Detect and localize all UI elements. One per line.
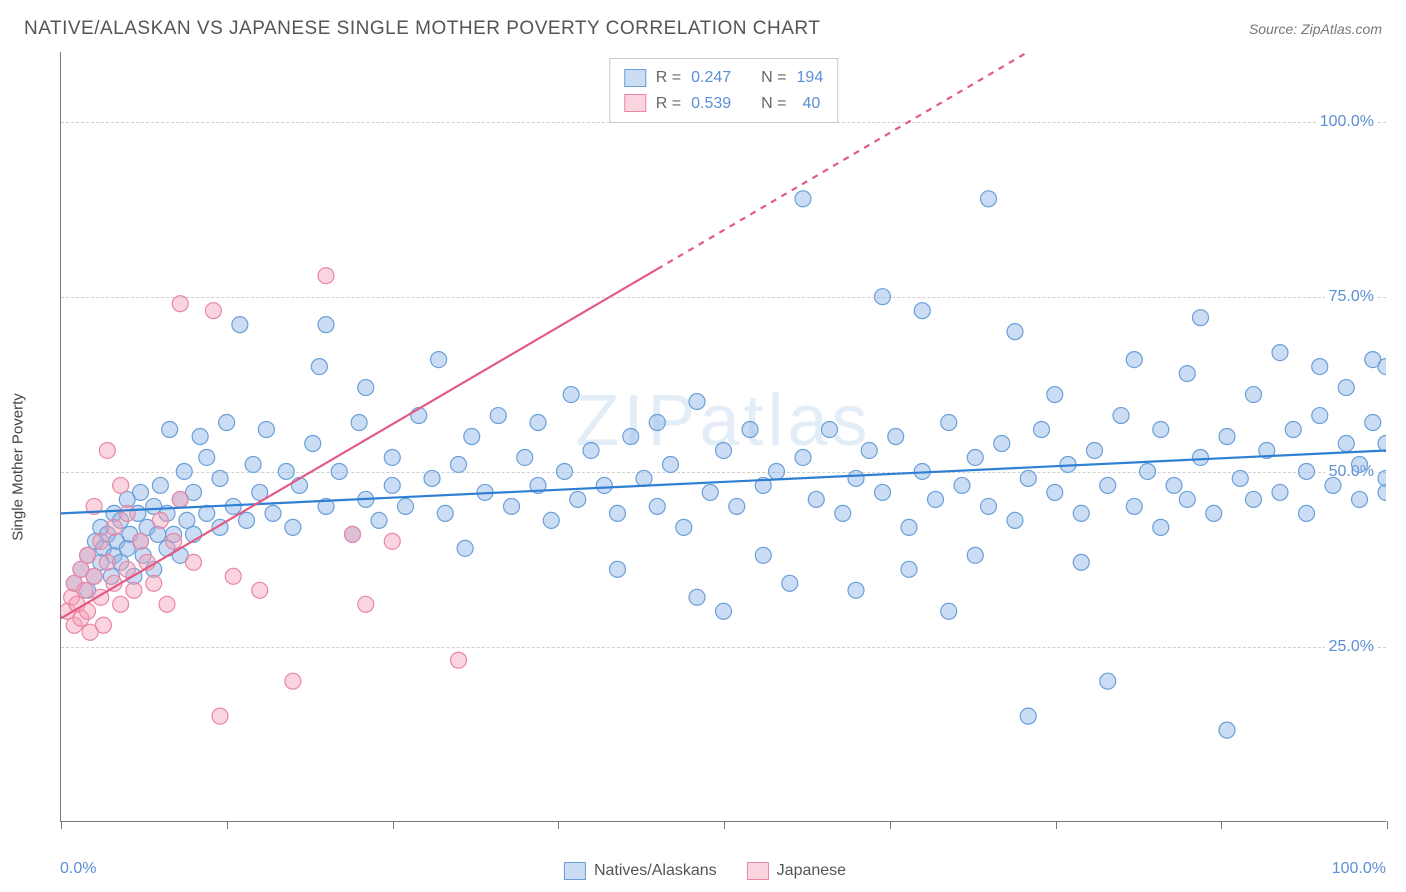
swatch-bottom-1 xyxy=(747,862,769,880)
r-value-0: 0.247 xyxy=(691,65,731,91)
r-value-1: 0.539 xyxy=(691,91,731,117)
series-legend: Natives/Alaskans Japanese xyxy=(564,862,846,880)
r-label: R = xyxy=(656,91,681,117)
swatch-bottom-0 xyxy=(564,862,586,880)
n-value-1: 40 xyxy=(803,91,821,117)
n-label: N = xyxy=(761,91,786,117)
swatch-1 xyxy=(624,94,646,112)
x-axis-min-label: 0.0% xyxy=(60,860,96,878)
source-label: Source: ZipAtlas.com xyxy=(1249,21,1382,37)
n-value-0: 194 xyxy=(797,65,824,91)
swatch-0 xyxy=(624,69,646,87)
n-label: N = xyxy=(761,65,786,91)
y-axis-label: Single Mother Poverty xyxy=(10,393,27,541)
x-axis-max-label: 100.0% xyxy=(1332,860,1386,878)
plot-svg xyxy=(61,52,1386,821)
chart-container: Single Mother Poverty ZIPatlas R = 0.247… xyxy=(24,52,1386,882)
r-label: R = xyxy=(656,65,681,91)
legend-row-1: R = 0.539 N = 40 xyxy=(624,91,823,117)
legend-label-1: Japanese xyxy=(777,862,846,880)
legend-item-0: Natives/Alaskans xyxy=(564,862,717,880)
chart-title: NATIVE/ALASKAN VS JAPANESE SINGLE MOTHER… xyxy=(24,18,820,40)
legend-item-1: Japanese xyxy=(747,862,846,880)
plot-area: ZIPatlas R = 0.247 N = 194 R = 0.539 N =… xyxy=(60,52,1386,822)
correlation-legend: R = 0.247 N = 194 R = 0.539 N = 40 xyxy=(609,58,838,123)
legend-row-0: R = 0.247 N = 194 xyxy=(624,65,823,91)
legend-label-0: Natives/Alaskans xyxy=(594,862,717,880)
